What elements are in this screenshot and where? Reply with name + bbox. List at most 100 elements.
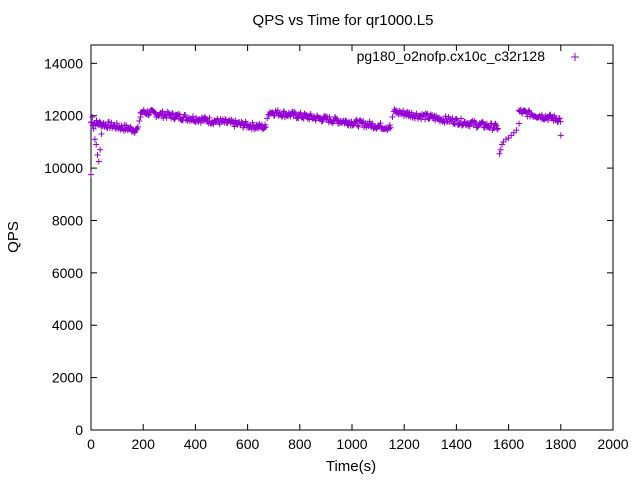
data-point — [97, 146, 104, 153]
data-point — [134, 124, 141, 131]
data-point — [274, 107, 281, 114]
data-point — [497, 146, 504, 153]
data-points — [88, 106, 564, 178]
data-point — [89, 114, 96, 121]
data-point — [95, 158, 102, 165]
y-tick-label: 0 — [75, 422, 83, 438]
x-tick-label: 1200 — [389, 436, 420, 452]
y-tick-label: 2000 — [52, 370, 83, 386]
data-point — [103, 124, 110, 131]
data-point — [500, 138, 507, 145]
y-tick-label: 6000 — [52, 265, 83, 281]
x-tick-label: 1800 — [545, 436, 576, 452]
chart-title: QPS vs Time for qr1000.L5 — [253, 12, 434, 29]
data-point — [136, 117, 143, 124]
data-point — [88, 171, 94, 178]
data-point — [387, 124, 394, 131]
data-point — [499, 141, 506, 148]
data-point — [551, 112, 558, 119]
data-point — [510, 129, 517, 136]
data-point — [307, 111, 314, 118]
data-point — [496, 150, 503, 157]
x-tick-label: 200 — [132, 436, 156, 452]
data-point — [222, 116, 229, 123]
x-tick-label: 800 — [288, 436, 312, 452]
data-point — [98, 131, 105, 138]
data-point — [91, 136, 98, 143]
data-point — [466, 123, 473, 130]
data-point — [190, 113, 197, 120]
data-point — [206, 114, 213, 121]
data-point — [389, 114, 396, 121]
plot-frame — [90, 44, 614, 431]
y-tick-label: 14000 — [44, 55, 83, 71]
data-point — [494, 125, 501, 132]
data-point — [249, 119, 256, 126]
data-point — [557, 132, 564, 139]
x-tick-label: 0 — [87, 436, 95, 452]
data-point — [168, 110, 175, 117]
y-tick-label: 12000 — [44, 108, 83, 124]
data-point — [176, 111, 183, 118]
data-point — [526, 107, 533, 114]
data-point — [538, 111, 545, 118]
data-point — [516, 120, 523, 127]
data-point — [171, 116, 178, 123]
data-point — [137, 114, 144, 121]
data-point — [557, 118, 564, 125]
data-point — [493, 122, 500, 129]
data-point — [355, 123, 362, 130]
x-tick-label: 400 — [184, 436, 208, 452]
data-point — [505, 134, 512, 141]
data-point — [479, 118, 486, 125]
data-point — [145, 112, 152, 119]
x-axis-ticks: 0 200 400 600 800 1000 1200 1400 1600 1800 2000 — [87, 45, 629, 452]
data-point — [454, 117, 461, 124]
data-point — [169, 110, 176, 117]
data-point — [264, 115, 271, 122]
data-point — [94, 152, 101, 158]
data-point — [442, 113, 449, 120]
x-tick-label: 2000 — [597, 436, 628, 452]
data-point — [386, 122, 393, 129]
x-axis-label: Time(s) — [326, 458, 376, 475]
data-point — [377, 120, 384, 127]
legend-marker — [571, 53, 579, 61]
data-point — [508, 132, 515, 139]
data-point — [292, 110, 299, 117]
x-tick-label: 1400 — [441, 436, 472, 452]
y-tick-label: 8000 — [52, 212, 83, 228]
x-tick-label: 600 — [236, 436, 260, 452]
data-point — [545, 117, 552, 124]
x-tick-label: 1600 — [493, 436, 524, 452]
y-axis-label: QPS — [5, 221, 22, 253]
data-point — [113, 120, 120, 127]
data-point — [502, 136, 509, 143]
data-point — [297, 109, 304, 116]
data-point — [108, 119, 115, 126]
data-point — [90, 125, 97, 132]
data-point — [287, 113, 294, 120]
data-point — [556, 115, 563, 122]
data-point — [262, 124, 269, 131]
data-point — [354, 122, 361, 129]
data-point — [422, 116, 429, 123]
data-point — [146, 111, 153, 118]
legend-label: pg180_o2nofp.cx10c_c32r128 — [357, 48, 546, 64]
data-point — [494, 126, 501, 133]
y-tick-label: 10000 — [44, 160, 83, 176]
data-point — [291, 109, 298, 116]
legend: pg180_o2nofp.cx10c_c32r128 — [357, 48, 579, 64]
data-point — [451, 120, 458, 127]
data-point — [513, 127, 520, 134]
data-point — [93, 141, 100, 148]
data-point — [424, 110, 431, 117]
x-tick-label: 1000 — [336, 436, 367, 452]
data-point — [342, 117, 349, 124]
y-axis-ticks: 0 2000 4000 6000 8000 10000 12000 14000 — [44, 55, 613, 438]
data-point — [231, 123, 238, 130]
y-tick-label: 4000 — [52, 317, 83, 333]
data-point — [369, 120, 376, 127]
data-point — [127, 124, 134, 131]
